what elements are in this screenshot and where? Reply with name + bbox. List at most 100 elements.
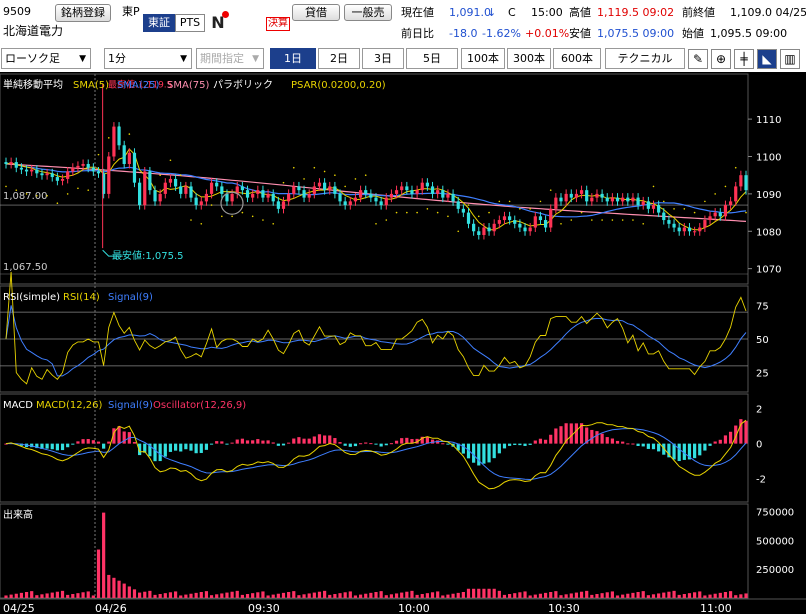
- macd-osc-bar: [256, 439, 260, 444]
- candle-body: [138, 182, 142, 206]
- volume-bar: [91, 595, 95, 598]
- macd-osc-bar: [590, 429, 594, 444]
- candle-body: [723, 205, 728, 217]
- change-pct2: +0.01%: [525, 27, 570, 40]
- macd-osc-bar: [76, 441, 80, 444]
- psar-dot: [364, 174, 367, 176]
- kashi-button[interactable]: 貸借: [292, 4, 340, 21]
- candle-body: [636, 197, 640, 206]
- candle-body: [734, 186, 738, 202]
- macd-legend-2: Signal(9): [108, 400, 153, 411]
- candle-body: [651, 205, 656, 209]
- psar-dot: [272, 222, 275, 225]
- candle-icon[interactable]: ╪: [734, 49, 754, 69]
- candle-body: [40, 173, 44, 176]
- macd-osc-bar: [585, 427, 589, 444]
- candle-body: [230, 193, 234, 202]
- kessan-badge[interactable]: 決算: [266, 17, 290, 31]
- tab-pts[interactable]: PTS: [175, 14, 205, 32]
- psar-dot: [221, 215, 223, 218]
- volume-bar: [81, 592, 85, 598]
- volume-bar: [682, 594, 686, 598]
- volume-bar: [713, 593, 717, 598]
- ippan-button[interactable]: 一般売: [344, 4, 392, 21]
- technical-button[interactable]: テクニカル: [605, 48, 685, 69]
- volume-bar: [256, 592, 260, 598]
- volume-bar: [528, 595, 532, 598]
- psar-dot: [539, 200, 542, 203]
- candle-body: [549, 208, 553, 228]
- volume-bar: [179, 595, 183, 598]
- macd-osc-bar: [184, 443, 188, 450]
- volume-bar: [271, 594, 275, 598]
- range-button-3[interactable]: 5日: [406, 48, 458, 69]
- range-button-1[interactable]: 2日: [318, 48, 360, 69]
- macd-osc-bar: [312, 436, 316, 444]
- macd-osc-bar: [245, 440, 250, 444]
- x-axis-label: 10:00: [398, 602, 430, 614]
- volume-bar: [230, 591, 234, 598]
- macd-osc-bar: [107, 441, 111, 444]
- range-button-2[interactable]: 3日: [362, 48, 404, 69]
- candle-body: [50, 173, 54, 178]
- volume-bar: [657, 593, 661, 598]
- tab-tosho[interactable]: 東証: [143, 14, 175, 32]
- candle-body: [271, 193, 275, 202]
- candle-body: [297, 186, 301, 191]
- candle-body: [430, 186, 435, 194]
- candle-body: [153, 190, 157, 202]
- chart-type-select[interactable]: ローソク足 ▼: [1, 48, 91, 69]
- range-button-5[interactable]: 300本: [507, 48, 551, 69]
- range-button-4[interactable]: 100本: [461, 48, 505, 69]
- volume-bar: [138, 592, 142, 598]
- candle-body: [554, 197, 558, 209]
- psar-dot: [190, 219, 192, 221]
- interval-select[interactable]: 1分 ▼: [104, 48, 192, 69]
- psar-dot: [662, 200, 665, 203]
- candle-body: [569, 193, 573, 198]
- volume-bar: [19, 592, 24, 598]
- bar-icon[interactable]: ▥: [780, 49, 800, 69]
- volume-bar: [312, 592, 316, 598]
- pencil-icon[interactable]: ✎: [688, 49, 708, 69]
- volume-bar: [405, 591, 409, 598]
- candle-body: [194, 197, 198, 206]
- register-button[interactable]: 銘柄登録: [55, 4, 111, 22]
- candle-body: [261, 190, 265, 198]
- area-icon[interactable]: ◣: [757, 49, 777, 69]
- macd-osc-bar: [610, 438, 614, 444]
- candle-body: [374, 197, 378, 202]
- volume-bar: [353, 595, 358, 598]
- macd-osc-bar: [66, 443, 70, 448]
- volume-bar: [143, 591, 147, 598]
- macd-osc-bar: [410, 439, 414, 444]
- psar-dot: [498, 200, 501, 203]
- candle-body: [585, 190, 589, 202]
- macd-osc-bar: [358, 443, 363, 445]
- psar-dot: [169, 159, 172, 162]
- range-button-0[interactable]: 1日: [270, 48, 316, 69]
- volume-bar: [698, 591, 702, 598]
- macd-osc-bar: [148, 443, 152, 457]
- volume-bar: [4, 595, 8, 598]
- volume-bar: [610, 591, 614, 598]
- macd-osc-bar: [251, 440, 255, 444]
- period-select[interactable]: 期間指定 ▼: [196, 48, 264, 69]
- volume-bar: [420, 594, 424, 598]
- volume-bar: [579, 591, 584, 598]
- volume-bar: [60, 590, 65, 598]
- chart-area[interactable]: 1110 1100 1090 1080 1070 1,087.00 1,067.50 最高値:…: [0, 72, 806, 614]
- volume-bar: [333, 594, 337, 598]
- candle-body: [276, 201, 280, 209]
- candle-body: [451, 193, 455, 202]
- news-icon[interactable]: N: [207, 11, 229, 33]
- zoom-icon[interactable]: ⊕: [711, 49, 731, 69]
- volume-bar: [497, 590, 501, 598]
- volume-label: 出来高: [3, 508, 33, 521]
- volume-bar: [86, 591, 90, 598]
- candle-body: [410, 190, 414, 194]
- psar-dot: [693, 211, 696, 214]
- macd-osc-bar: [91, 440, 95, 444]
- range-button-6[interactable]: 600本: [553, 48, 601, 69]
- candle-body: [24, 169, 29, 172]
